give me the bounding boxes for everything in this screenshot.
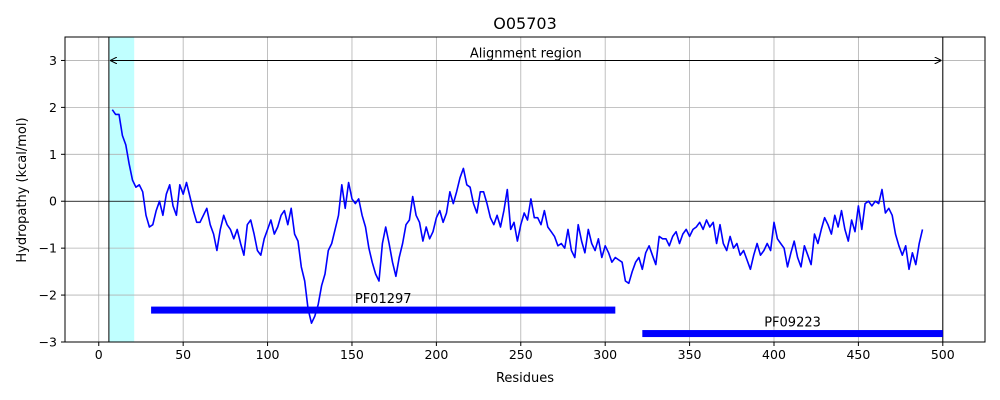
x-tick-label: 150	[340, 347, 364, 362]
hydropathy-line	[111, 109, 924, 325]
chart-title: O05703	[493, 14, 557, 33]
y-tick-label: −3	[39, 335, 57, 350]
x-tick-label: 400	[762, 347, 786, 362]
x-tick-label: 50	[175, 347, 191, 362]
y-tick-label: −1	[39, 241, 57, 256]
x-axis-label: Residues	[496, 371, 554, 386]
alignment-label: Alignment region	[470, 46, 582, 61]
x-tick-label: 200	[424, 347, 448, 362]
domain-bar	[642, 330, 943, 338]
x-tick-label: 500	[931, 347, 955, 362]
domain-label: PF09223	[764, 316, 821, 331]
x-tick-label: 350	[678, 347, 702, 362]
x-tick-label: 100	[256, 347, 280, 362]
y-tick-label: 3	[49, 53, 57, 68]
x-tick-label: 0	[95, 347, 103, 362]
x-tick-label: 250	[509, 347, 533, 362]
y-tick-label: 0	[49, 194, 57, 209]
x-tick-label: 300	[593, 347, 617, 362]
y-tick-label: 2	[49, 100, 57, 115]
y-tick-label: −2	[39, 288, 57, 303]
plot-area: Alignment region PF01297 PF09223 0 50 100 150 2…	[39, 36, 986, 362]
y-tick-label: 1	[49, 147, 57, 162]
domain-label: PF01297	[355, 292, 412, 307]
x-tick-label: 450	[846, 347, 870, 362]
region-shading	[108, 37, 135, 342]
axes-frame	[64, 36, 986, 343]
y-axis-label: Hydropathy (kcal/mol)	[15, 117, 30, 262]
domain-bar	[151, 306, 616, 314]
